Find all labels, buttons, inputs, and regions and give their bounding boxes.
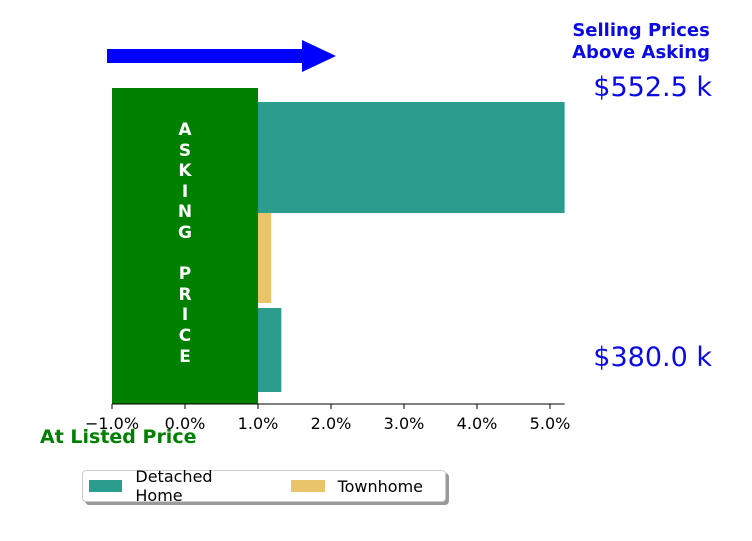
asking-price-block	[112, 88, 258, 404]
x-tick-label: −1.0%	[85, 414, 139, 433]
legend: Detached Home Townhome	[82, 467, 446, 505]
bar-detached-home-0	[258, 102, 565, 213]
x-tick-label: 0.0%	[165, 414, 206, 433]
x-tick-label: 1.0%	[238, 414, 279, 433]
above-asking-line-1: Above Asking	[572, 42, 710, 63]
above-asking-line-0: Selling Prices	[572, 20, 710, 41]
legend-item-townhome: Townhome	[290, 476, 423, 496]
x-tick-label: 2.0%	[311, 414, 352, 433]
x-tick-label: 4.0%	[457, 414, 498, 433]
legend-label-townhome: Townhome	[337, 476, 423, 496]
price-low-label: $380.0 k	[593, 342, 712, 373]
price-high-label: $552.5 k	[593, 72, 712, 103]
arrow-shape	[107, 40, 336, 72]
x-axis: −1.0% 0.0% 1.0% 2.0% 3.0% 4.0% 5.0%	[85, 403, 571, 433]
legend-item-detached: Detached Home	[89, 467, 263, 505]
legend-swatch-detached	[89, 480, 123, 492]
legend-swatch-townhome	[290, 480, 325, 492]
asking-price-label: A S K I N G P R I C E	[177, 120, 193, 367]
x-tick-label: 5.0%	[530, 414, 571, 433]
bar-detached-home-1	[258, 308, 282, 392]
bar-townhome-0	[258, 213, 272, 303]
x-tick-label: 3.0%	[384, 414, 425, 433]
legend-label-detached: Detached Home	[135, 467, 213, 505]
bars-group	[112, 88, 565, 404]
above-asking-annotation: Selling Prices Above Asking	[572, 20, 710, 64]
direction-arrow	[107, 40, 336, 72]
listed-price-label: At Listed Price	[40, 426, 197, 448]
